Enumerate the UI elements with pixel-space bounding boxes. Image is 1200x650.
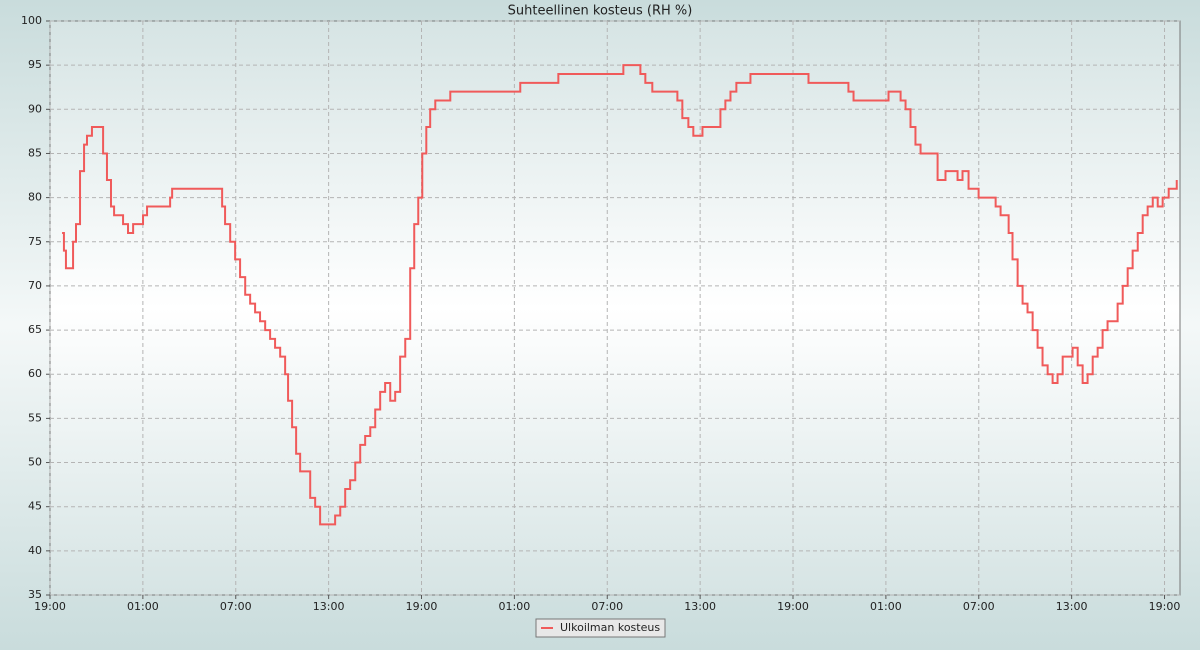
x-tick-label: 01:00 xyxy=(127,600,159,613)
x-tick-label: 07:00 xyxy=(963,600,995,613)
y-tick-label: 100 xyxy=(21,14,42,27)
y-tick-label: 90 xyxy=(28,102,42,115)
y-tick-label: 45 xyxy=(28,500,42,513)
x-tick-label: 19:00 xyxy=(1149,600,1181,613)
y-tick-label: 95 xyxy=(28,58,42,71)
y-tick-label: 40 xyxy=(28,544,42,557)
y-tick-label: 50 xyxy=(28,456,42,469)
x-tick-label: 13:00 xyxy=(1056,600,1088,613)
x-tick-label: 13:00 xyxy=(313,600,345,613)
x-tick-label: 07:00 xyxy=(591,600,623,613)
data-line xyxy=(62,64,1178,526)
x-tick-label: 01:00 xyxy=(499,600,531,613)
x-tick-label: 13:00 xyxy=(684,600,716,613)
x-tick-label: 07:00 xyxy=(220,600,252,613)
y-tick-label: 75 xyxy=(28,235,42,248)
x-tick-label: 01:00 xyxy=(870,600,902,613)
y-tick-label: 85 xyxy=(28,146,42,159)
x-tick-label: 19:00 xyxy=(777,600,809,613)
y-tick-label: 80 xyxy=(28,191,42,204)
x-tick-label: 19:00 xyxy=(406,600,438,613)
y-tick-label: 70 xyxy=(28,279,42,292)
y-tick-label: 60 xyxy=(28,367,42,380)
y-tick-label: 65 xyxy=(28,323,42,336)
chart-title: Suhteellinen kosteus (RH %) xyxy=(508,4,693,19)
x-tick-label: 19:00 xyxy=(34,600,66,613)
y-tick-label: 35 xyxy=(28,588,42,601)
legend-label: Ulkoilman kosteus xyxy=(560,621,660,634)
plot-area xyxy=(49,20,1181,596)
y-tick-label: 55 xyxy=(28,411,42,424)
legend xyxy=(535,618,666,638)
